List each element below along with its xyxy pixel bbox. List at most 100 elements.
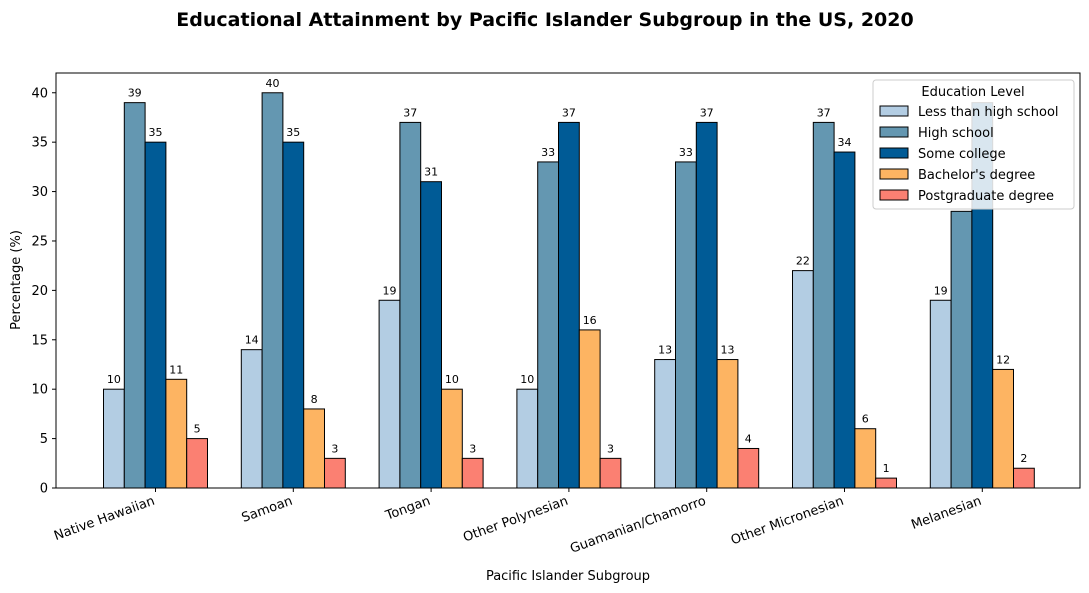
x-tick-label: Samoan: [240, 494, 295, 526]
bar-some-college: [282, 141, 305, 489]
bar-some-college: [420, 181, 443, 489]
bar-value-label: 19: [383, 284, 397, 297]
bars-layer: [103, 92, 1035, 489]
bar-value-label: 11: [169, 363, 183, 376]
bar-value-label: 4: [745, 432, 752, 445]
bar-some-college: [144, 141, 167, 489]
y-tick-label: 35: [31, 136, 48, 151]
bar-high-school: [537, 161, 560, 489]
bar-high-school: [950, 210, 973, 489]
x-axis-label: Pacific Islander Subgroup: [486, 569, 650, 584]
bar-value-label: 39: [128, 87, 142, 100]
bar-high-school: [675, 161, 697, 489]
bar-value-label: 33: [679, 146, 693, 159]
legend-entry-label: High school: [918, 126, 994, 141]
bar-postgraduate-degree: [324, 457, 346, 489]
bar-value-label: 34: [838, 136, 852, 149]
bar-value-label: 37: [700, 106, 714, 119]
y-tick-label: 0: [40, 482, 48, 497]
bar-some-college: [695, 121, 718, 489]
x-tick-label: Other Micronesian: [729, 494, 846, 549]
legend-swatch: [879, 147, 909, 159]
bar-value-label: 10: [445, 373, 459, 386]
bar-value-label: 3: [607, 442, 614, 455]
y-tick-label: 5: [40, 432, 48, 447]
bar-value-labels: 1039351151440358319373110310333716313333…: [107, 77, 1028, 475]
x-tick-label: Guamanian/Chamorro: [568, 494, 708, 557]
x-axis: Native Hawaiian Samoan Tongan Other Polynes…: [52, 488, 984, 557]
bar-bachelor-s-degree: [992, 368, 1015, 489]
bar-value-label: 14: [245, 334, 259, 347]
bar-value-label: 12: [996, 353, 1010, 366]
bar-some-college: [558, 121, 580, 489]
bar-value-label: 3: [331, 442, 338, 455]
legend-entry-label: Bachelor's degree: [918, 168, 1035, 183]
legend-box: [872, 79, 1075, 210]
legend-swatch: [879, 168, 909, 180]
bar-value-label: 22: [796, 255, 810, 268]
legend-entry-label: Some college: [918, 147, 1006, 162]
bar-less-than-high-school: [929, 299, 952, 489]
bar-postgraduate-degree: [461, 457, 484, 489]
bar-bachelor-s-degree: [578, 329, 601, 489]
bar-value-label: 35: [286, 126, 300, 139]
legend-swatch: [879, 189, 909, 201]
bar-value-label: 2: [1020, 452, 1027, 465]
bar-value-label: 8: [311, 393, 318, 406]
legend-swatch: [879, 105, 909, 117]
bar-value-label: 35: [149, 126, 163, 139]
bar-value-label: 37: [562, 106, 576, 119]
y-tick-label: 20: [31, 284, 48, 299]
legend-title: Education Level: [921, 85, 1024, 100]
legend: Education Level Less than high school Hig…: [872, 79, 1075, 210]
bar-high-school: [261, 92, 284, 489]
bar-less-than-high-school: [516, 388, 539, 489]
bar-value-label: 13: [721, 344, 735, 357]
bar-less-than-high-school: [103, 388, 125, 489]
bar-value-label: 13: [658, 344, 672, 357]
plot-frame: [55, 72, 1081, 489]
chart-title: Educational Attainment by Pacific Island…: [176, 9, 913, 31]
bar-high-school: [399, 121, 422, 489]
x-tick-label: Other Polynesian: [461, 494, 570, 546]
bar-value-label: 19: [934, 284, 948, 297]
bar-value-label: 37: [817, 106, 831, 119]
y-tick-label: 40: [31, 86, 48, 101]
legend-swatch: [879, 126, 909, 138]
x-tick-label: Melanesian: [909, 494, 983, 533]
y-tick-label: 30: [31, 185, 48, 200]
bar-value-label: 1: [883, 462, 890, 475]
x-tick-label: Tongan: [383, 494, 433, 524]
bar-some-college: [833, 151, 856, 489]
legend-items: Less than high school High school Some col…: [879, 105, 1059, 204]
bar-bachelor-s-degree: [165, 378, 188, 489]
bar-bachelor-s-degree: [303, 408, 326, 489]
y-tick-label: 15: [31, 333, 48, 348]
x-tick-label: Native Hawaiian: [52, 494, 157, 544]
bar-value-label: 40: [266, 77, 280, 90]
bar-value-label: 33: [541, 146, 555, 159]
bar-high-school: [812, 121, 835, 489]
bar-value-label: 10: [520, 373, 534, 386]
bar-bachelor-s-degree: [441, 388, 463, 489]
bar-value-label: 3: [469, 442, 476, 455]
y-axis: 0 5 10 15 20 25 30 35 40: [31, 86, 56, 497]
bar-postgraduate-degree: [599, 457, 622, 489]
bar-value-label: 10: [107, 373, 121, 386]
bar-postgraduate-degree: [737, 447, 760, 489]
bar-postgraduate-degree: [1013, 467, 1035, 489]
bar-high-school: [123, 102, 146, 489]
bar-postgraduate-degree: [875, 477, 898, 489]
bar-less-than-high-school: [378, 299, 401, 489]
bar-value-label: 31: [424, 166, 438, 179]
legend-entry-label: Less than high school: [918, 105, 1059, 120]
bar-value-label: 37: [403, 106, 417, 119]
bar-bachelor-s-degree: [716, 359, 739, 489]
y-tick-label: 25: [31, 234, 48, 249]
bar-less-than-high-school: [792, 270, 814, 489]
y-axis-label: Percentage (%): [9, 230, 24, 330]
y-tick-label: 10: [31, 383, 48, 398]
bar-less-than-high-school: [654, 359, 677, 489]
